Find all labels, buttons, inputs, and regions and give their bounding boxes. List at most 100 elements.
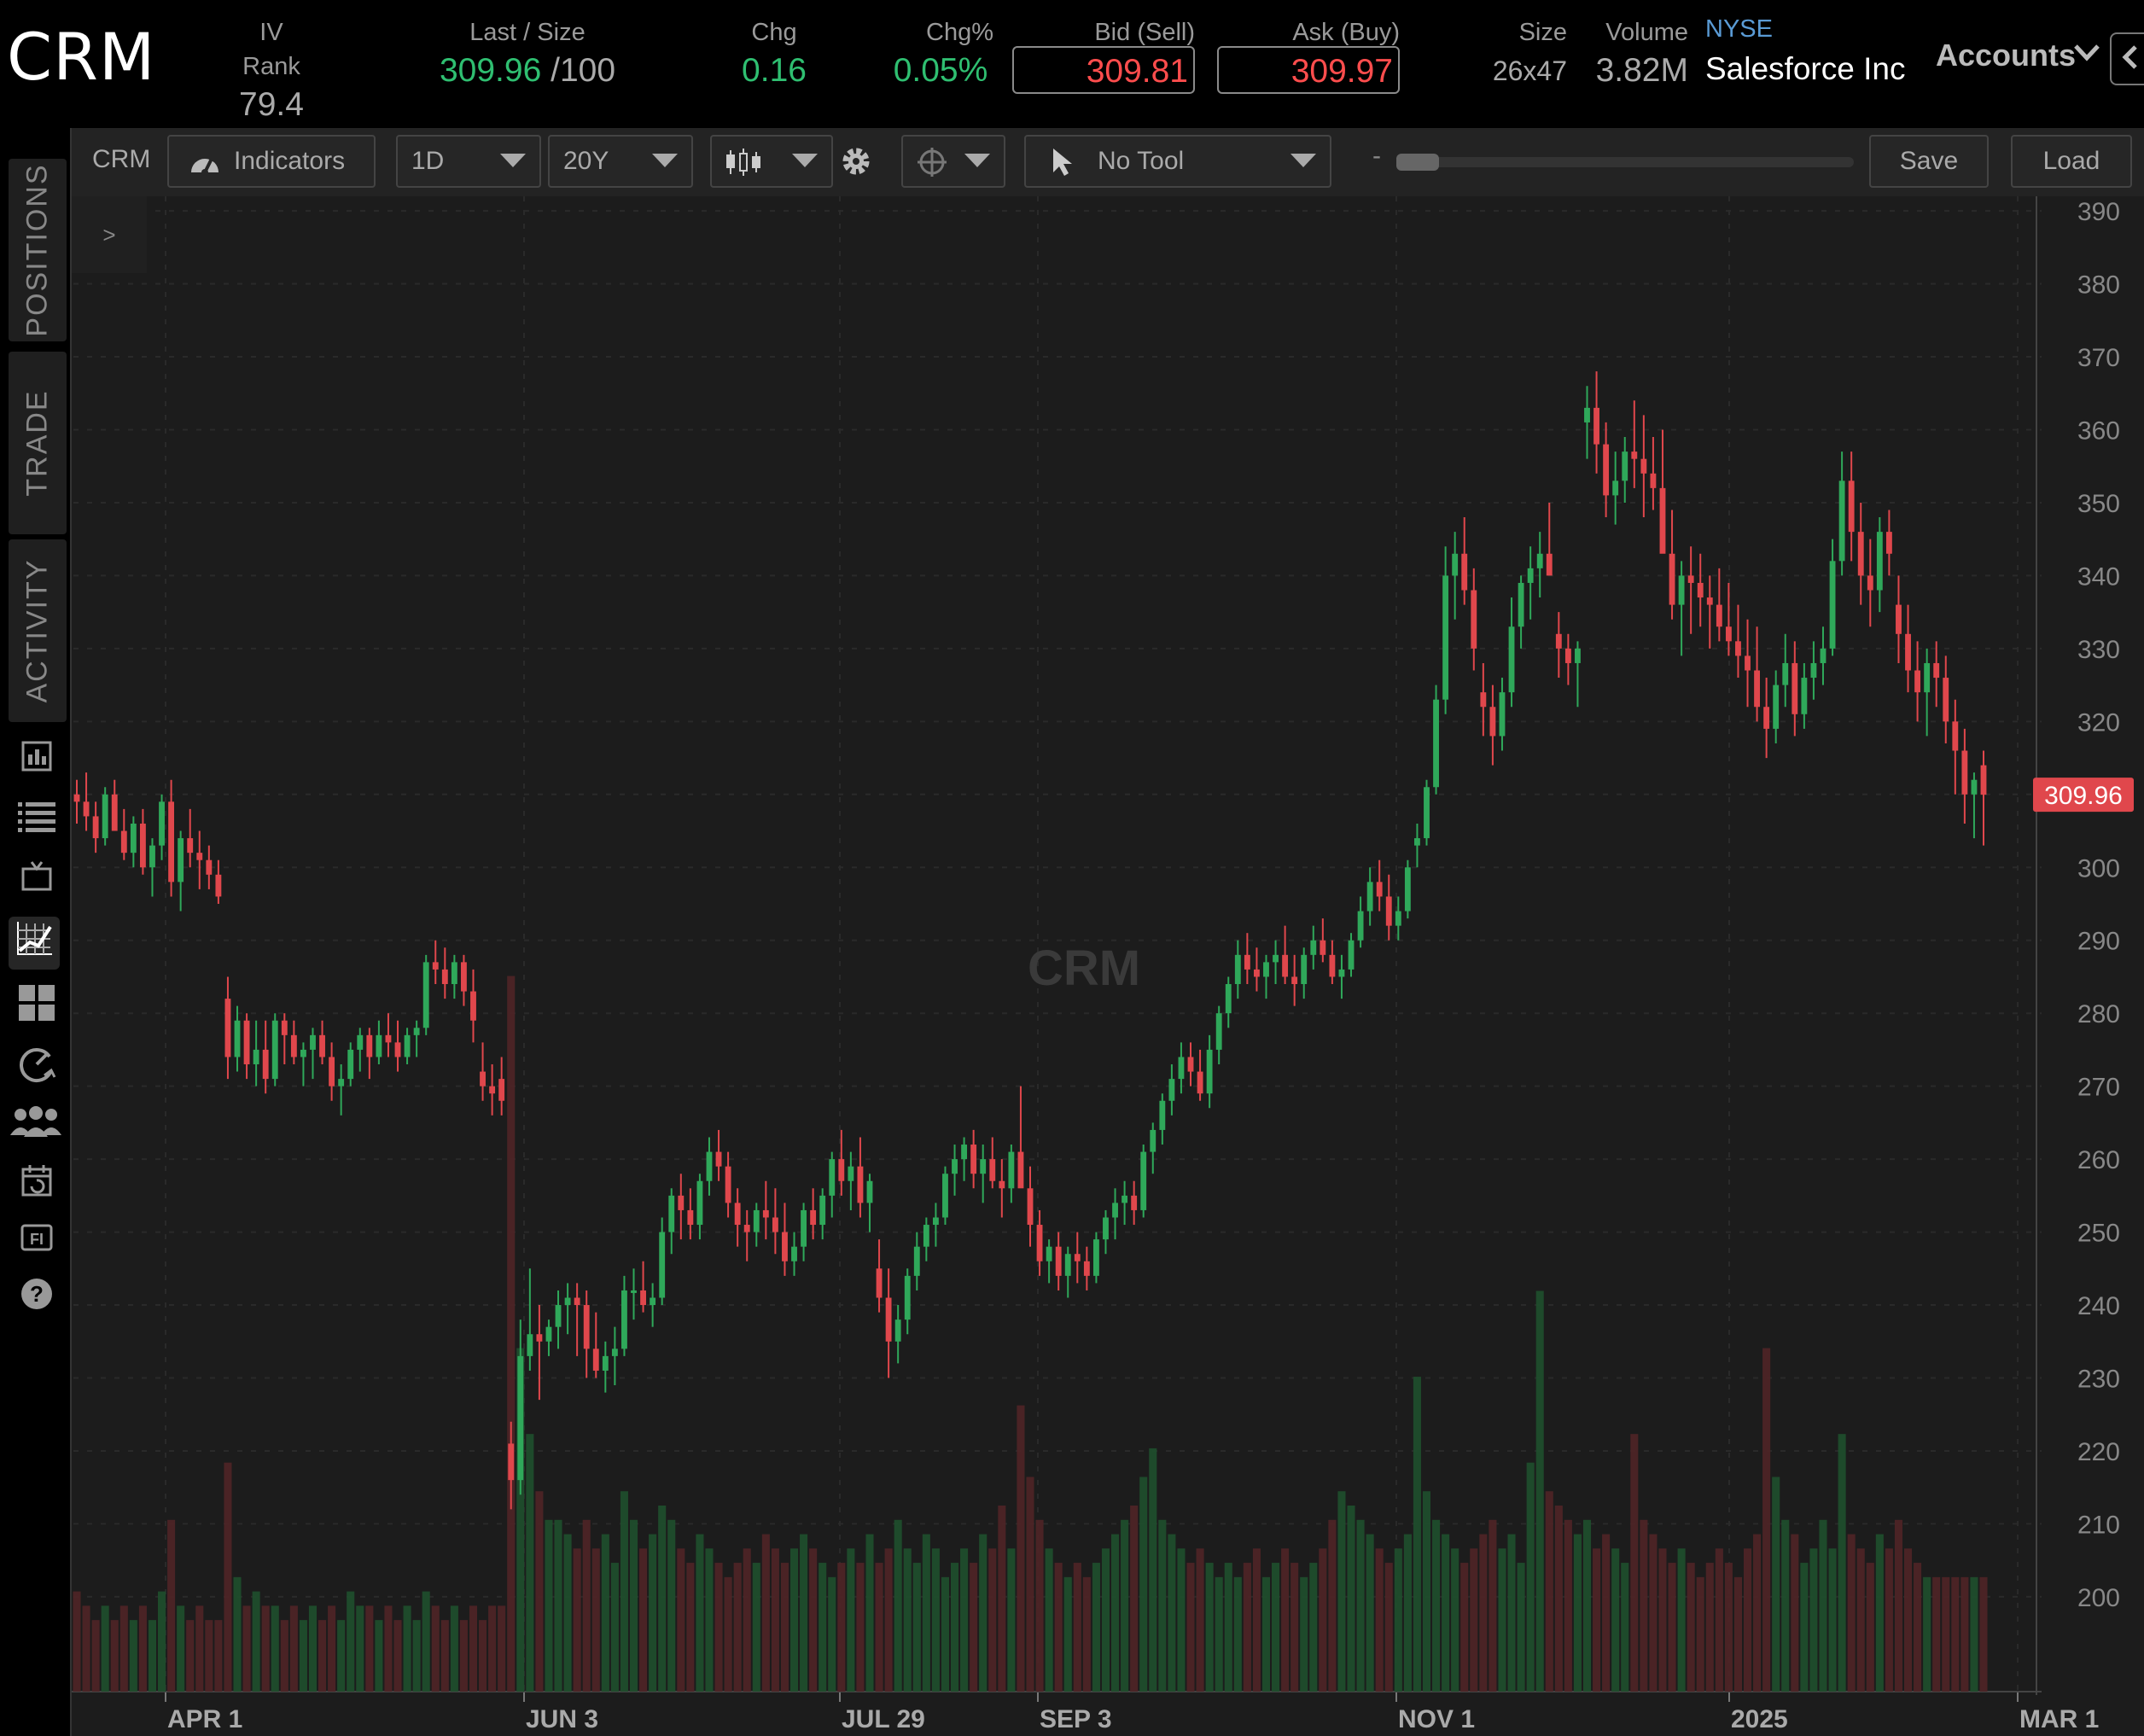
volume-bar [1300, 1576, 1308, 1692]
symbol-title[interactable]: CRM [7, 19, 156, 95]
drawing-tool-select[interactable]: No Tool [1024, 135, 1331, 188]
volume-bar [1923, 1576, 1931, 1692]
candle-body [517, 1355, 524, 1481]
candle-body [1168, 1079, 1175, 1101]
fi-icon[interactable]: FI [15, 1220, 58, 1263]
candle-body [1329, 954, 1336, 977]
tab-positions-label: POSITIONS [20, 163, 54, 337]
volume-bar [1582, 1519, 1592, 1692]
x-tick-label: JUN 3 [526, 1705, 598, 1733]
zoom-out-button[interactable]: - [1372, 142, 1381, 170]
candle-body [1735, 641, 1741, 656]
volume-bar [1177, 1548, 1186, 1692]
watchlist-icon[interactable] [15, 739, 58, 782]
zoom-slider[interactable] [1396, 157, 1854, 167]
ask-buy-button[interactable]: 309.97 [1217, 46, 1400, 94]
candle-body [1848, 481, 1855, 533]
volume-bar [1158, 1519, 1167, 1692]
candle-body [1320, 940, 1326, 955]
volume-bar [459, 1620, 468, 1692]
volume-value: 3.82M [1595, 52, 1688, 89]
bid-sell-button[interactable]: 309.81 [1012, 46, 1195, 94]
y-tick-label: 390 [2077, 198, 2120, 226]
chart-icon[interactable] [9, 917, 60, 970]
candle-body [782, 1232, 788, 1261]
candle-body [1754, 670, 1761, 708]
gear-icon[interactable] [838, 143, 874, 184]
chart-type-select[interactable] [710, 135, 833, 188]
range-select[interactable]: 20Y [548, 135, 693, 188]
volume-bar [573, 1548, 581, 1692]
gauge-icon [191, 154, 218, 176]
candle-body [725, 1166, 731, 1203]
candle-body [1593, 407, 1599, 445]
volume-bar [1489, 1519, 1497, 1692]
candle-body [1074, 1254, 1081, 1261]
candle-body [810, 1209, 817, 1226]
volume-bar [233, 1576, 242, 1692]
candle-body [913, 1246, 920, 1276]
tab-activity[interactable]: ACTIVITY [9, 539, 67, 722]
candle-body [574, 1297, 580, 1306]
volume-bar [1422, 1491, 1431, 1692]
zoom-slider-handle[interactable] [1396, 154, 1439, 171]
last-size-label: Last / Size [469, 19, 586, 46]
size-value: 26x47 [1492, 55, 1567, 86]
size-label: Size [1518, 19, 1567, 46]
candle-body [932, 1217, 939, 1226]
volume-bar [195, 1605, 204, 1692]
tv-icon[interactable] [15, 859, 58, 901]
volume-bar [1149, 1448, 1157, 1692]
candle-body [234, 1020, 241, 1057]
change-value: 0.16 [742, 52, 807, 89]
candle-body [1801, 678, 1808, 714]
candle-body [1357, 911, 1364, 941]
side-panel-toggle[interactable]: > [72, 196, 147, 273]
candle-body [1650, 473, 1657, 488]
volume-bar [639, 1548, 648, 1692]
grid-icon[interactable] [15, 985, 58, 1028]
candle-body [1385, 896, 1392, 926]
candle-body [1745, 655, 1751, 671]
chevron-down-icon[interactable] [2072, 38, 2101, 74]
volume-bar [1451, 1548, 1459, 1692]
candle-body [498, 1079, 505, 1101]
community-icon[interactable] [9, 1104, 63, 1147]
y-tick-label: 380 [2077, 271, 2120, 300]
candle-body [1395, 911, 1401, 926]
crosshair-select[interactable] [901, 135, 1005, 188]
load-button[interactable]: Load [2011, 135, 2132, 188]
collapse-panel-button[interactable] [2110, 32, 2144, 85]
volume-bar [1914, 1563, 1922, 1692]
candle-body [1792, 662, 1798, 714]
candle-body [1933, 662, 1940, 679]
change-label: Chg [751, 19, 797, 46]
volume-bar [733, 1563, 742, 1692]
volume-bar [1875, 1534, 1884, 1692]
accounts-dropdown[interactable]: Accounts [1936, 38, 2077, 73]
volume-bar [1951, 1576, 1960, 1692]
tab-trade[interactable]: TRADE [9, 352, 67, 534]
candle-body [885, 1297, 892, 1342]
candle-body [762, 1209, 769, 1218]
y-tick-label: 320 [2077, 708, 2120, 737]
interval-select[interactable]: 1D [396, 135, 541, 188]
candle-body [1820, 648, 1826, 663]
list-icon[interactable] [15, 799, 58, 842]
calendar-icon[interactable] [15, 1162, 58, 1205]
indicators-button[interactable]: Indicators [167, 135, 376, 188]
tab-positions[interactable]: POSITIONS [9, 159, 67, 341]
candle-body [1924, 662, 1931, 693]
help-icon[interactable]: ? [15, 1277, 58, 1319]
price-chart[interactable]: 3903803703603503403303203103002902802702… [72, 196, 2144, 1736]
candle-body [527, 1334, 533, 1356]
save-button[interactable]: Save [1869, 135, 1989, 188]
volume-bar [1535, 1290, 1544, 1692]
last-price: 309.96 [439, 52, 542, 89]
candle-body [139, 823, 146, 868]
candle-body [1518, 582, 1524, 627]
gauge-icon[interactable] [15, 1045, 58, 1087]
candle-body [923, 1225, 929, 1247]
candle-body [1452, 553, 1459, 576]
candle-body [1546, 553, 1553, 576]
